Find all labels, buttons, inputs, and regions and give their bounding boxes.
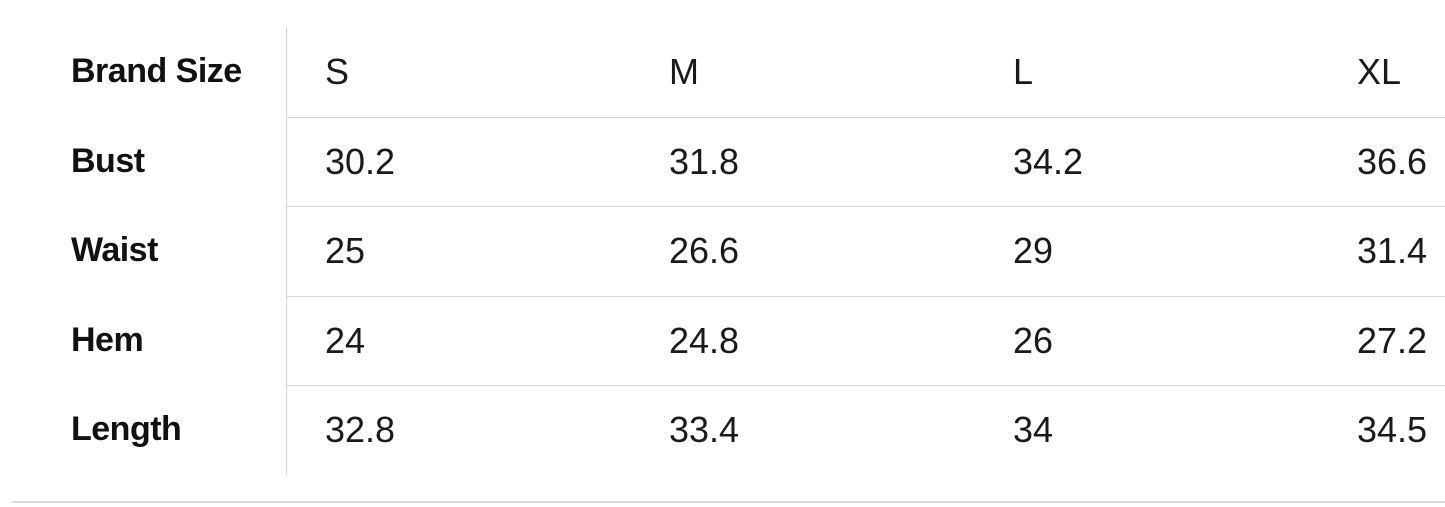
table-cell: 34.2 [1013, 140, 1084, 182]
header-row: Brand Size S M L XL [34, 27, 1445, 117]
table-cell: 34 [1013, 409, 1054, 451]
table-cell: 33.4 [669, 409, 740, 451]
table-row: Length 32.8 33.4 34 34.5 [34, 385, 1445, 475]
size-column-header: S [325, 50, 350, 92]
table-cell: 25 [325, 230, 366, 272]
size-chart-table: Brand Size S M L XL Bust 30.2 31.8 34.2 … [34, 27, 1445, 475]
table-cell: 27.2 [1357, 319, 1428, 361]
table-cell: 32.8 [325, 409, 396, 451]
row-header: Bust [34, 116, 287, 206]
table-cell: 36.6 [1357, 140, 1428, 182]
row-header: Hem [34, 295, 287, 385]
table-row: Hem 24 24.8 26 27.2 [34, 295, 1445, 385]
table-cell: 26.6 [669, 230, 740, 272]
table-cell: 24.8 [669, 319, 740, 361]
size-column-header: XL [1357, 50, 1402, 92]
table-cell: 24 [325, 319, 366, 361]
table-cell: 31.8 [669, 140, 740, 182]
table-cell: 31.4 [1357, 230, 1428, 272]
table-cell: 29 [1013, 230, 1054, 272]
row-header: Length [34, 385, 287, 475]
table-cell: 30.2 [325, 140, 396, 182]
size-column-header: M [669, 50, 699, 92]
row-header: Waist [34, 206, 287, 296]
table-row: Waist 25 26.6 29 31.4 [34, 206, 1445, 296]
table-row: Bust 30.2 31.8 34.2 36.6 [34, 116, 1445, 206]
divider [12, 501, 1445, 503]
size-column-header: L [1013, 50, 1034, 92]
row-header: Brand Size [34, 27, 287, 117]
table-cell: 34.5 [1357, 409, 1428, 451]
table-cell: 26 [1013, 319, 1054, 361]
